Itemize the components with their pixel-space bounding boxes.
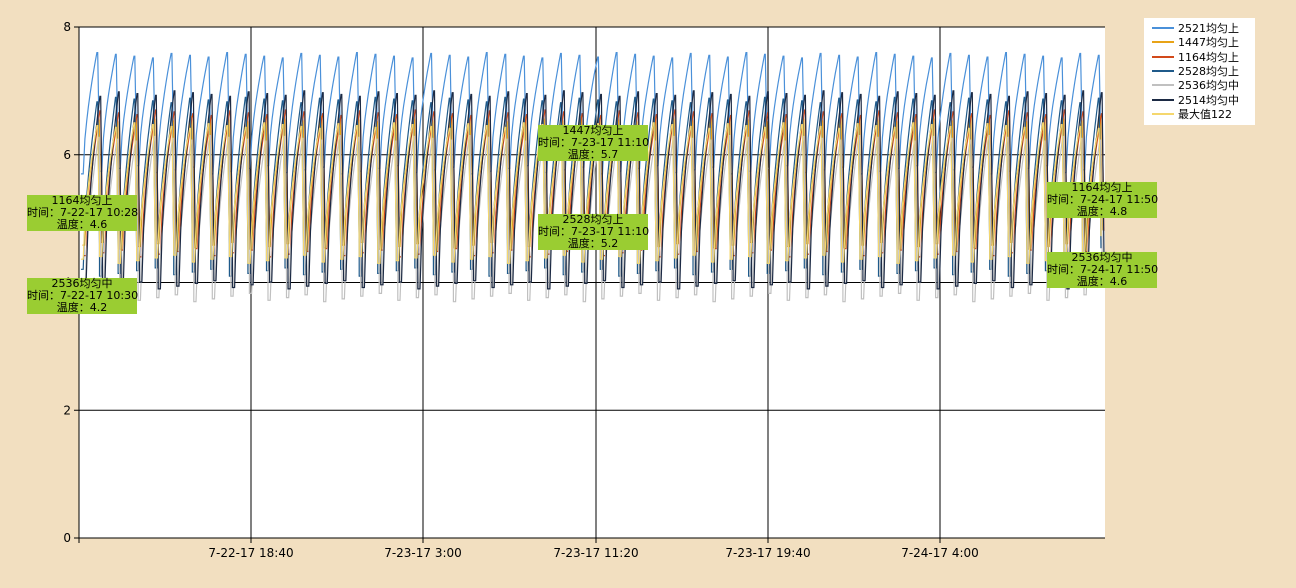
- y-tick-label: 8: [63, 20, 71, 34]
- legend-swatch: [1152, 98, 1174, 101]
- callout-temp: 温度：4.6: [56, 218, 108, 231]
- legend-label: 2536均匀中: [1178, 79, 1239, 93]
- x-tick-label: 7-22-17 18:40: [208, 546, 293, 560]
- callout-time: 时间：7-22-17 10:30: [27, 289, 139, 302]
- x-tick-label: 7-23-17 3:00: [384, 546, 462, 560]
- legend-label: 最大值122: [1178, 107, 1232, 121]
- legend-label: 2514均匀中: [1178, 93, 1239, 107]
- callout-series: 1164均匀上: [1071, 181, 1133, 194]
- callout-time: 时间：7-24-17 11:50: [1047, 193, 1159, 206]
- chart-legend: 2521均匀上 1447均匀上 1164均匀上 2528均匀上 2536均匀中 2514均…: [1144, 18, 1255, 125]
- legend-swatch: [1152, 55, 1174, 58]
- legend-swatch: [1152, 84, 1174, 87]
- y-tick-label: 0: [63, 531, 71, 545]
- callout-time: 时间：7-23-17 11:10: [538, 136, 650, 149]
- legend-entry: 最大值122: [1152, 107, 1255, 121]
- legend-swatch: [1152, 27, 1174, 30]
- callout-1164-left: 1164均匀上 时间：7-22-17 10:28 温度：4.6: [27, 194, 139, 231]
- callout-2536-left: 2536均匀中 时间：7-22-17 10:30 温度：4.2: [27, 277, 139, 314]
- callout-time: 时间：7-24-17 11:50: [1047, 263, 1159, 276]
- callout-1447-mid: 1447均匀上 时间：7-23-17 11:10 温度：5.7: [538, 124, 650, 161]
- legend-label: 1447均匀上: [1178, 36, 1239, 50]
- x-tick-label: 7-23-17 11:20: [553, 546, 638, 560]
- legend-entry: 2528均匀上: [1152, 64, 1255, 78]
- callout-time: 时间：7-23-17 11:10: [538, 225, 650, 238]
- callout-series: 2528均匀上: [562, 213, 624, 226]
- legend-entry: 2536均匀中: [1152, 78, 1255, 92]
- legend-entry: 1164均匀上: [1152, 50, 1255, 64]
- callout-1164-right: 1164均匀上 时间：7-24-17 11:50 温度：4.8: [1047, 181, 1159, 218]
- legend-label: 2528均匀上: [1178, 65, 1239, 79]
- y-tick-label: 6: [63, 148, 71, 162]
- callout-temp: 温度：5.2: [567, 237, 619, 250]
- x-tick-label: 7-23-17 19:40: [725, 546, 810, 560]
- legend-label: 1164均匀上: [1178, 50, 1239, 64]
- callout-temp: 温度：4.2: [56, 301, 108, 314]
- callout-time: 时间：7-22-17 10:28: [27, 206, 139, 219]
- callout-temp: 温度：5.7: [567, 148, 619, 161]
- series-line-0: [81, 52, 1102, 175]
- legend-entry: 2514均匀中: [1152, 92, 1255, 107]
- legend-swatch: [1152, 70, 1174, 73]
- callout-series: 2536均匀中: [1071, 251, 1133, 264]
- x-tick-label: 7-24-17 4:00: [901, 546, 979, 560]
- callout-series: 1164均匀上: [51, 194, 113, 207]
- axes: 024687-22-17 18:407-23-17 3:007-23-17 11…: [63, 20, 1105, 560]
- callout-series: 1447均匀上: [562, 124, 624, 137]
- callout-series: 2536均匀中: [51, 277, 113, 290]
- y-tick-label: 2: [63, 403, 71, 417]
- legend-label: 2521均匀上: [1178, 22, 1239, 36]
- callout-temp: 温度：4.8: [1076, 205, 1128, 218]
- legend-entry: 2521均匀上: [1152, 21, 1255, 35]
- series-line-6: [81, 122, 1102, 264]
- callout-2536-right: 2536均匀中 时间：7-24-17 11:50 温度：4.6: [1047, 251, 1159, 288]
- series-line-4: [82, 135, 1104, 303]
- legend-entry: 1447均匀上: [1152, 35, 1255, 49]
- callout-2528-mid: 2528均匀上 时间：7-23-17 11:10 温度：5.2: [538, 213, 650, 250]
- legend-swatch: [1152, 41, 1174, 44]
- callout-temp: 温度：4.6: [1076, 275, 1128, 288]
- legend-swatch: [1152, 112, 1174, 115]
